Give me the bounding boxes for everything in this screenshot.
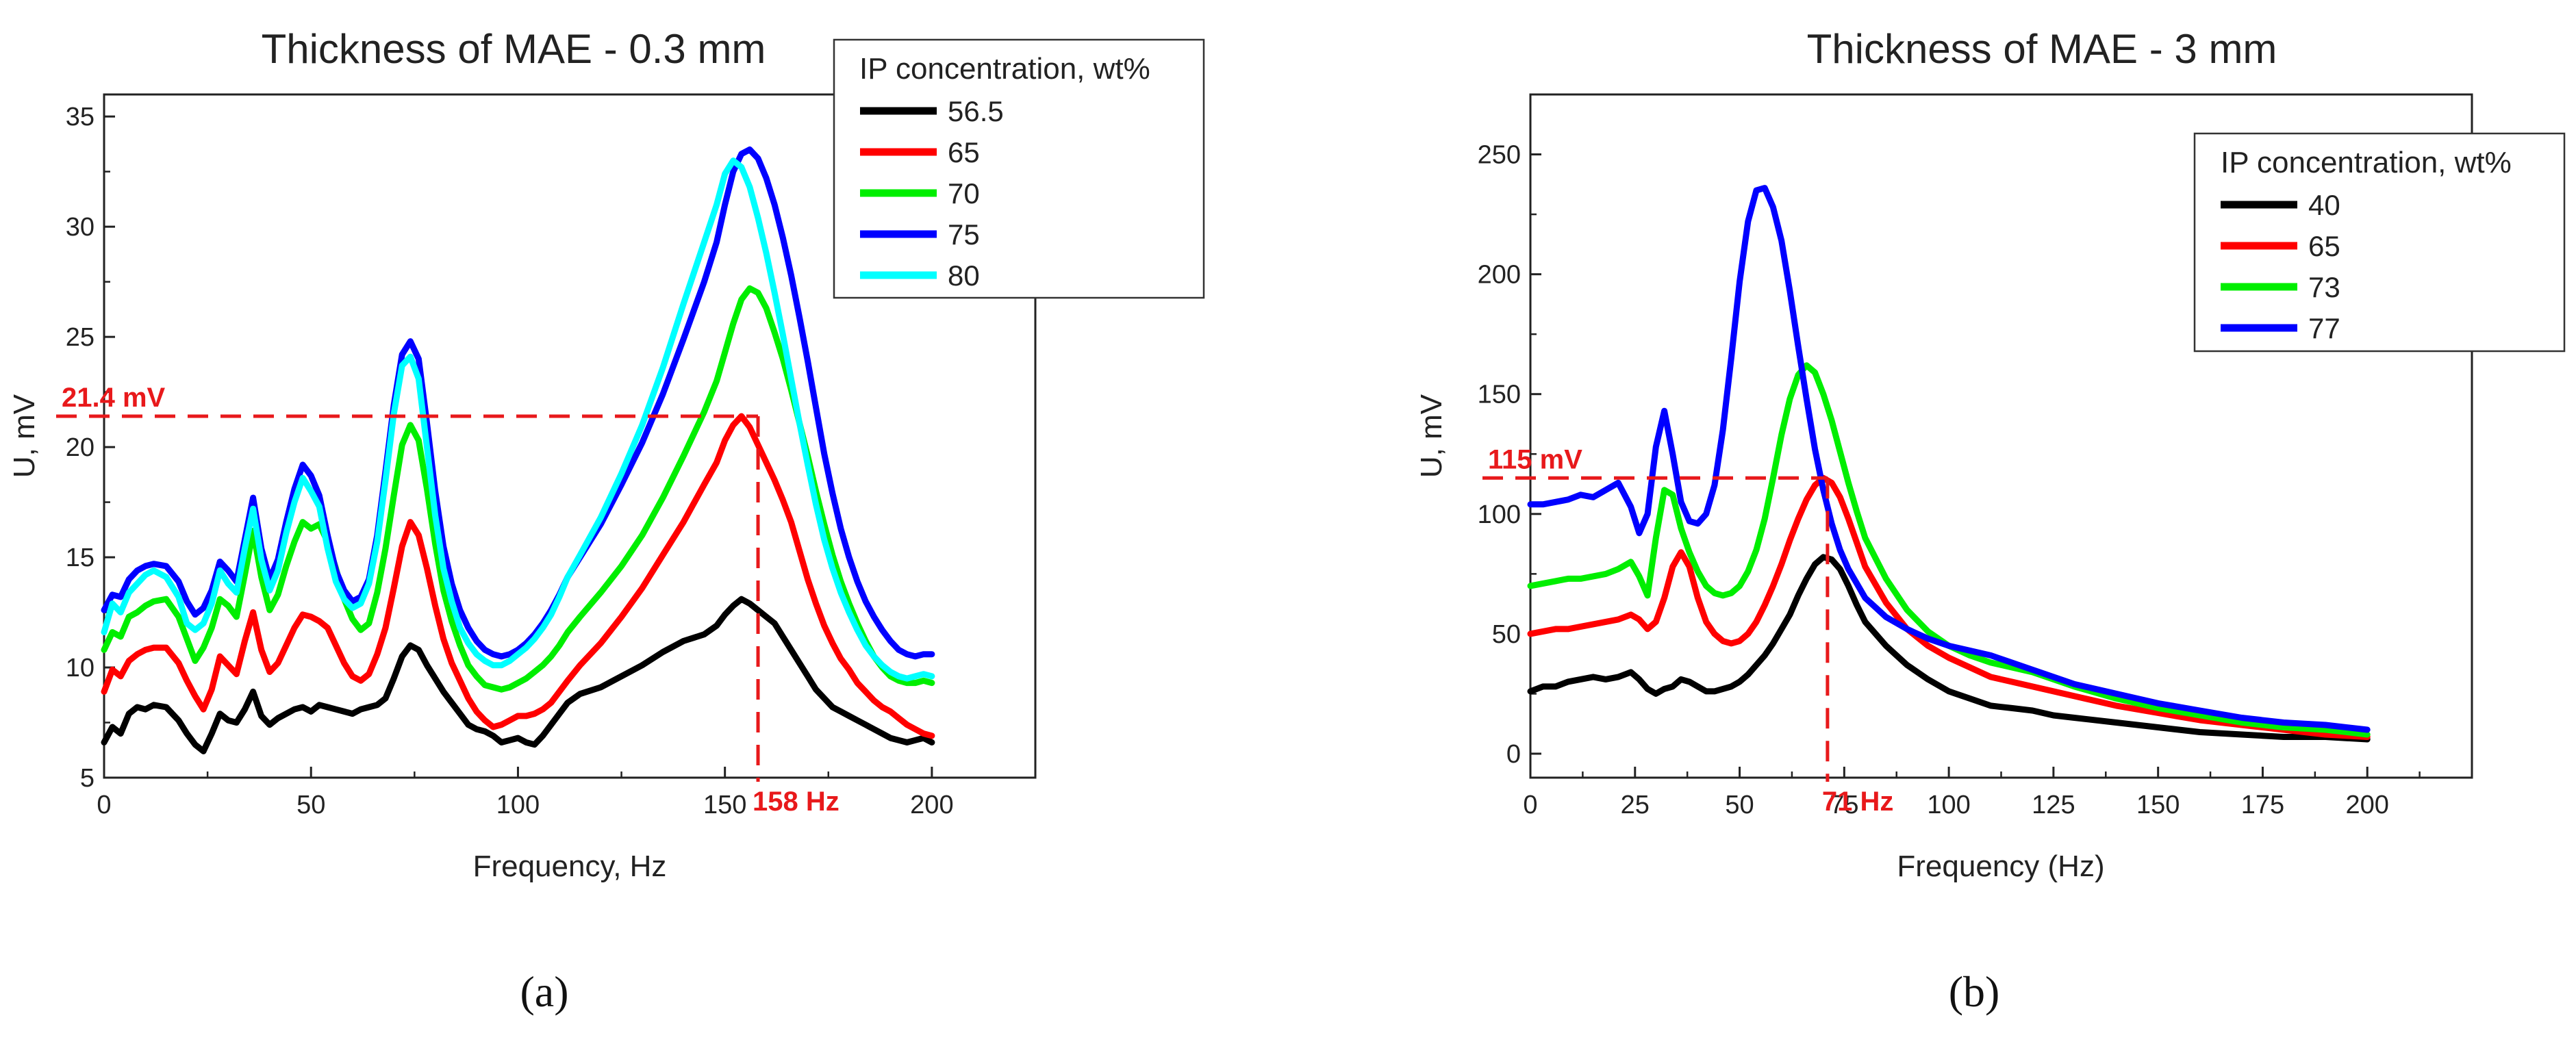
x-axis-label-a: Frequency, Hz (473, 850, 667, 883)
legend-label: 77 (2308, 312, 2340, 344)
series-line-65 (1527, 474, 2371, 740)
x-tick-label: 25 (1621, 791, 1650, 819)
panel-label-a: (a) (520, 967, 568, 1016)
plot-frame-a (103, 93, 1037, 779)
y-tick-label: 250 (1478, 141, 1521, 170)
legend-items-b: 40 65 73 77 (2221, 189, 2340, 344)
x-tick-label: 150 (703, 791, 746, 819)
series-line-73 (1527, 362, 2371, 738)
series-line-75 (101, 146, 935, 660)
x-axis-label-b: Frequency (Hz) (1897, 850, 2104, 883)
y-tick-label: 150 (1478, 381, 1521, 409)
x-tick-label: 100 (496, 791, 540, 819)
y-tick-label: 20 (66, 433, 94, 462)
y-axis-b: 0 50 100 150 200 250 (1478, 141, 1541, 769)
annotation-group-b: 115 mV 71 Hz (1482, 444, 1893, 817)
y-tick-label: 50 (1492, 620, 1521, 649)
x-tick-label: 200 (2346, 791, 2389, 819)
series-group-b (1527, 185, 2371, 743)
legend-label: 75 (948, 218, 980, 251)
annotation-x-label: 71 Hz (1822, 787, 1894, 817)
legend-title-a: IP concentration, wt% (859, 52, 1150, 86)
legend-title-b: IP concentration, wt% (2221, 146, 2512, 179)
series-line-80 (101, 157, 935, 682)
annotation-y-label: 115 mV (1488, 444, 1582, 474)
legend-a: IP concentration, wt% 56.5 65 70 75 80 (833, 38, 1205, 299)
y-axis-a: 5 10 15 20 25 30 35 (66, 103, 115, 793)
y-axis-label-b: U, mV (1415, 394, 1448, 478)
legend-label: 80 (948, 259, 980, 292)
legend-b: IP concentration, wt% 40 65 73 77 (2193, 132, 2566, 353)
y-tick-label: 10 (66, 654, 94, 683)
legend-label: 56.5 (948, 95, 1004, 127)
legend-label: 70 (948, 177, 980, 209)
series-group-a (101, 146, 935, 754)
x-tick-label: 150 (2136, 791, 2180, 819)
x-tick-label: 50 (1725, 791, 1754, 819)
y-tick-label: 0 (1506, 740, 1521, 769)
annotation-group-a: 21.4 mV 158 Hz (56, 383, 839, 817)
y-tick-label: 35 (66, 103, 94, 131)
annotation-y-label: 21.4 mV (62, 383, 166, 413)
y-axis-label-a: U, mV (8, 394, 41, 478)
chart-panel-a: Thickness of MAE - 0.3 mm 5101520253035 … (8, 26, 1205, 1016)
x-tick-label: 0 (97, 791, 111, 819)
x-tick-label: 125 (2032, 791, 2075, 819)
y-tick-label: 30 (66, 213, 94, 242)
series-line-77 (1527, 185, 2371, 733)
series-line-40 (1527, 554, 2371, 743)
chart-title-b: Thickness of MAE - 3 mm (1807, 26, 2277, 72)
y-tick-label: 100 (1478, 500, 1521, 529)
x-tick-label: 100 (1927, 791, 1970, 819)
panel-label-b: (b) (1949, 967, 2000, 1016)
series-line-65 (101, 413, 935, 739)
x-tick-label: 75 (1830, 791, 1858, 819)
y-tick-label: 200 (1478, 261, 1521, 290)
y-tick-label: 25 (66, 323, 94, 352)
legend-label: 40 (2308, 189, 2340, 221)
x-axis-a: 0 50 100 150 200 (97, 767, 954, 819)
legend-label: 65 (2308, 230, 2340, 262)
legend-label: 73 (2308, 271, 2340, 303)
x-tick-label: 0 (1523, 791, 1537, 819)
chart-title-a: Thickness of MAE - 0.3 mm (262, 26, 766, 72)
legend-items-a: 56.5 65 70 75 80 (860, 95, 1004, 292)
x-tick-label: 50 (296, 791, 325, 819)
x-tick-label: 175 (2241, 791, 2284, 819)
series-line-56.5 (101, 596, 935, 754)
legend-frame-a (833, 38, 1205, 299)
x-axis-b: 0 25 50 75 100 125 150 175 200 (1523, 767, 2421, 819)
chart-panel-b: Thickness of MAE - 3 mm 050100150200250 … (1415, 26, 2566, 1016)
x-tick-label: 200 (910, 791, 953, 819)
annotation-x-label: 158 Hz (753, 787, 839, 817)
y-tick-label: 15 (66, 544, 94, 572)
y-tick-label: 5 (80, 764, 94, 793)
legend-label: 65 (948, 136, 980, 168)
